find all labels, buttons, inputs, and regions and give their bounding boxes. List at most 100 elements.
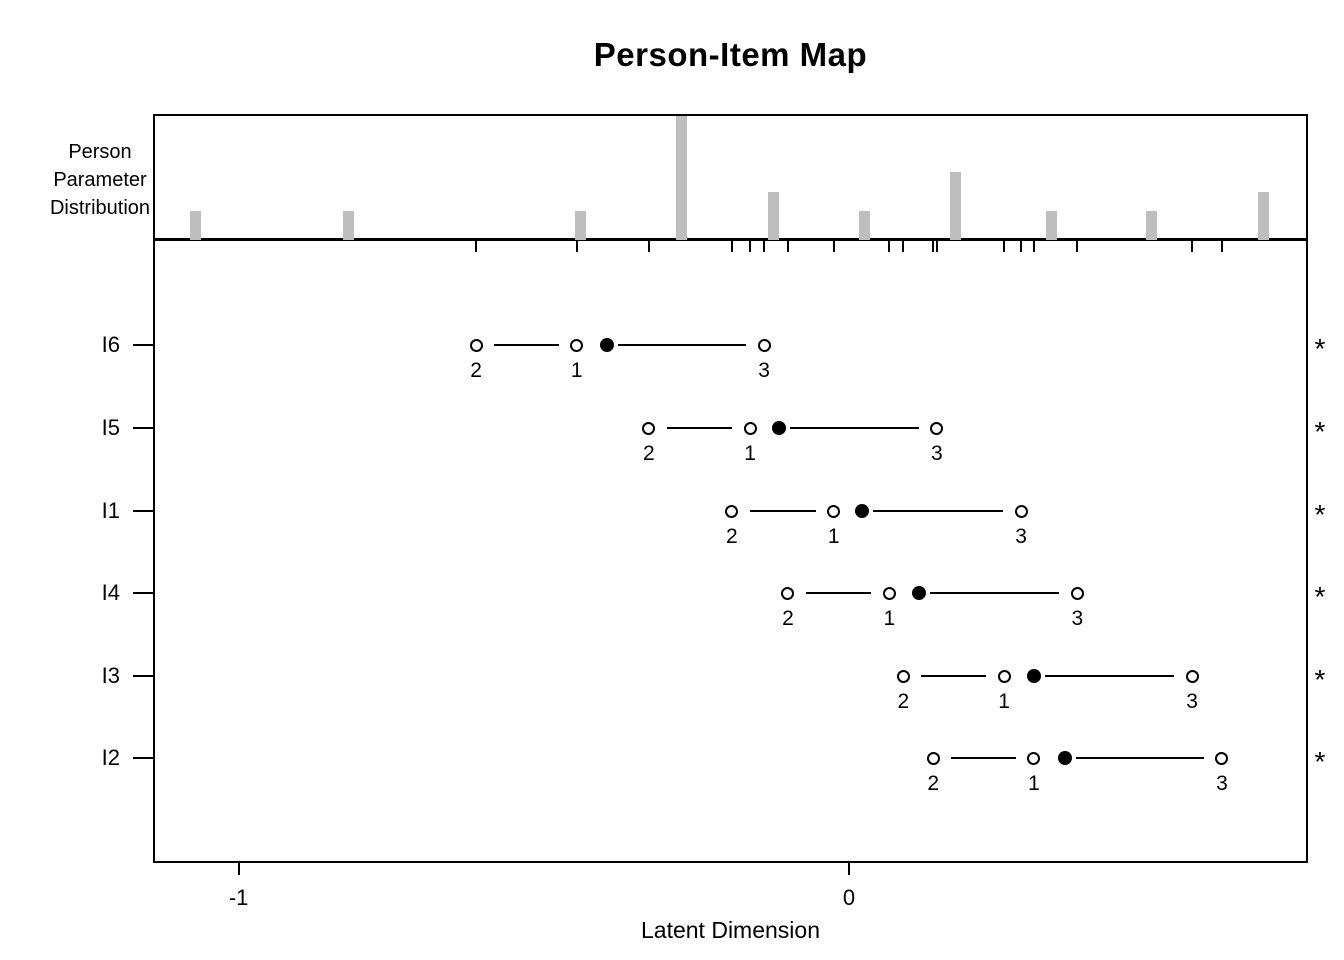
- threshold-rug-tick: [475, 241, 478, 252]
- item-axis-tick: [133, 344, 153, 346]
- item-threshold-line: [494, 344, 559, 346]
- threshold-label: 2: [725, 525, 738, 548]
- threshold-label: 3: [758, 359, 770, 382]
- histogram-baseline: [153, 238, 1308, 241]
- threshold-rug-tick: [832, 241, 835, 252]
- threshold-circle: [1070, 586, 1084, 600]
- threshold-rug-tick: [1032, 241, 1035, 252]
- item-label-i2: I2: [101, 745, 120, 770]
- item-star: *: [1314, 333, 1326, 364]
- item-threshold-line: [617, 344, 747, 346]
- item-star: *: [1314, 416, 1326, 447]
- threshold-label: 1: [998, 690, 1010, 713]
- item-star: *: [1314, 499, 1326, 530]
- item-location-dot: [1026, 669, 1041, 683]
- threshold-label: 2: [897, 690, 910, 713]
- threshold-label: 2: [642, 442, 655, 465]
- person-parameter-distribution-label: Person Parameter Distribution: [28, 138, 172, 222]
- threshold-label: 2: [782, 607, 794, 630]
- threshold-label: 3: [931, 442, 943, 465]
- threshold-rug-tick: [902, 241, 905, 252]
- threshold-label: 1: [570, 359, 583, 382]
- threshold-circle: [469, 338, 483, 352]
- person-histogram-bar: [768, 191, 780, 240]
- threshold-label: 3: [1216, 772, 1228, 795]
- threshold-label: 3: [1015, 525, 1027, 548]
- item-threshold-line: [666, 427, 733, 429]
- x-axis-tick-label: -1: [228, 885, 249, 910]
- threshold-circle: [570, 338, 584, 352]
- threshold-circle: [1215, 751, 1229, 765]
- item-threshold-line: [789, 427, 919, 429]
- threshold-circle: [757, 338, 771, 352]
- person-dist-label-line1: Person: [68, 141, 132, 163]
- threshold-rug-tick: [749, 241, 752, 252]
- person-histogram-bar: [675, 116, 687, 240]
- person-histogram-bar: [859, 210, 871, 240]
- threshold-rug-tick: [763, 241, 766, 252]
- item-location-dot: [771, 421, 786, 435]
- person-histogram-bar: [1045, 210, 1057, 240]
- item-threshold-line: [805, 592, 872, 594]
- threshold-circle: [1027, 751, 1041, 765]
- threshold-rug-tick: [647, 241, 650, 252]
- person-histogram-bar: [190, 210, 202, 240]
- item-threshold-line: [1044, 675, 1175, 677]
- threshold-circle: [1185, 669, 1199, 683]
- threshold-rug-tick: [935, 241, 938, 252]
- item-label-i5: I5: [101, 415, 120, 440]
- item-label-i1: I1: [101, 498, 120, 523]
- item-axis-tick: [133, 510, 153, 512]
- threshold-circle: [642, 421, 656, 435]
- threshold-circle: [725, 504, 739, 518]
- item-star: *: [1314, 581, 1326, 612]
- threshold-rug-tick: [888, 241, 891, 252]
- plot-border: [153, 114, 1308, 863]
- person-dist-label-line2: Parameter: [53, 169, 147, 191]
- threshold-rug-tick: [786, 241, 789, 252]
- threshold-circle: [827, 504, 841, 518]
- threshold-label: 1: [827, 525, 840, 548]
- item-threshold-line: [951, 757, 1016, 759]
- item-location-dot: [854, 504, 869, 518]
- person-dist-label-line3: Distribution: [49, 197, 151, 219]
- item-threshold-line: [930, 592, 1060, 594]
- threshold-label: 1: [744, 442, 756, 465]
- threshold-label: 1: [883, 607, 896, 630]
- threshold-label: 2: [927, 772, 940, 795]
- item-axis-tick: [133, 675, 153, 677]
- person-histogram-bar: [342, 210, 354, 240]
- threshold-rug-tick: [1003, 241, 1006, 252]
- item-threshold-line: [1076, 757, 1204, 759]
- item-star: *: [1314, 746, 1326, 777]
- item-threshold-line: [749, 510, 816, 512]
- x-axis-tick: [237, 863, 240, 875]
- threshold-rug-tick: [1076, 241, 1079, 252]
- x-axis-tick-label: 0: [842, 885, 856, 910]
- threshold-rug-tick: [730, 241, 733, 252]
- threshold-circle: [781, 586, 795, 600]
- threshold-label: 2: [470, 359, 482, 382]
- threshold-circle: [896, 669, 910, 683]
- threshold-circle: [743, 421, 757, 435]
- threshold-rug-tick: [1191, 241, 1194, 252]
- item-location-dot: [912, 586, 927, 600]
- x-axis-title: Latent Dimension: [641, 917, 820, 943]
- person-histogram-bar: [949, 172, 961, 240]
- threshold-circle: [930, 421, 944, 435]
- threshold-label: 1: [1028, 772, 1040, 795]
- threshold-circle: [1014, 504, 1028, 518]
- item-axis-tick: [133, 592, 153, 594]
- item-location-dot: [1058, 751, 1073, 765]
- item-threshold-line: [872, 510, 1004, 512]
- x-axis-tick: [848, 863, 850, 875]
- threshold-circle: [997, 669, 1011, 683]
- threshold-circle: [882, 586, 896, 600]
- item-label-i4: I4: [101, 580, 120, 605]
- person-histogram-bar: [574, 210, 586, 240]
- threshold-rug-tick: [1220, 241, 1223, 252]
- person-histogram-bar: [1145, 210, 1157, 240]
- item-label-i6: I6: [101, 332, 120, 357]
- item-location-dot: [599, 338, 614, 352]
